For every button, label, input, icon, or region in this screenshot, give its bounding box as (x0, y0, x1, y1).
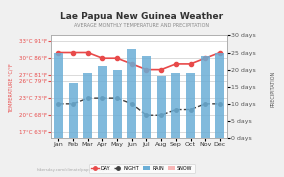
Text: TEMPERATURE °C/°F: TEMPERATURE °C/°F (9, 64, 14, 113)
Bar (216, 53, 224, 138)
Bar (172, 73, 180, 138)
Bar (201, 56, 210, 138)
Bar (142, 56, 151, 138)
Bar (54, 53, 63, 138)
Bar (128, 49, 136, 138)
Bar (113, 70, 122, 138)
Bar (69, 83, 78, 138)
Bar (83, 73, 92, 138)
Bar (98, 66, 107, 138)
Text: AVERAGE MONTHLY TEMPERATURE AND PRECIPITATION: AVERAGE MONTHLY TEMPERATURE AND PRECIPIT… (74, 23, 210, 28)
Legend: DAY, NIGHT, RAIN, SNOW: DAY, NIGHT, RAIN, SNOW (89, 164, 195, 173)
Text: Lae Papua New Guinea Weather: Lae Papua New Guinea Weather (60, 12, 224, 21)
Text: PRECIPITATION: PRECIPITATION (270, 70, 275, 107)
Bar (186, 73, 195, 138)
Bar (157, 76, 166, 138)
Text: hikersday.com/climate/papuanewguinea/lae: hikersday.com/climate/papuanewguinea/lae (37, 168, 123, 172)
